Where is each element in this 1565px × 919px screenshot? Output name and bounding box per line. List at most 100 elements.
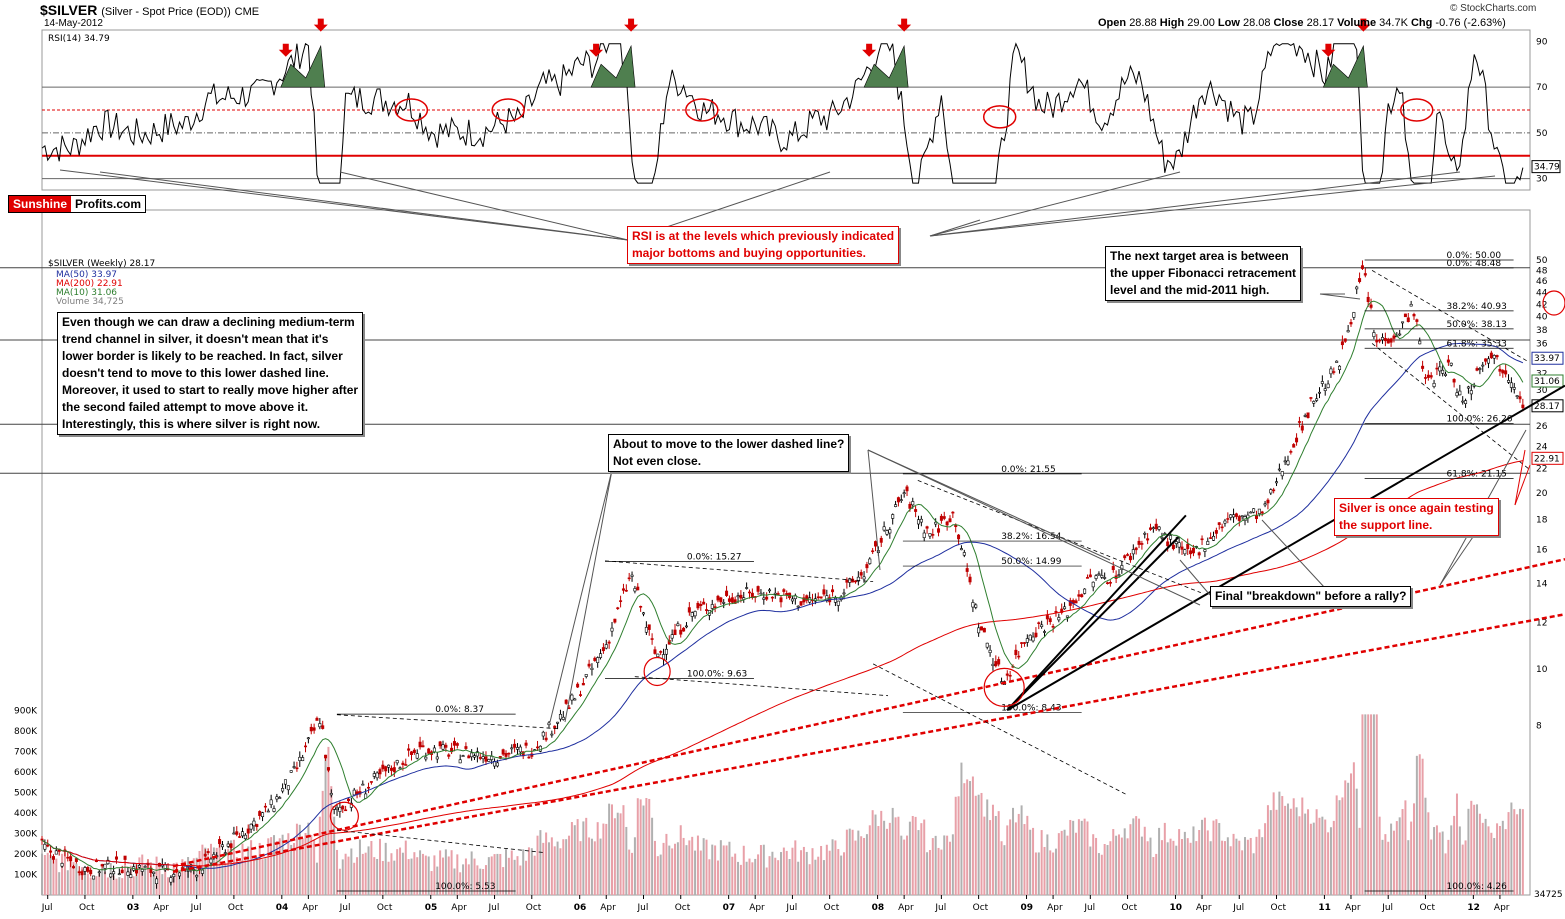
volume-bar: [295, 823, 298, 895]
red-ellipse-marker: [1542, 290, 1565, 316]
x-axis-label: Jul: [488, 903, 500, 913]
volume-bar: [204, 847, 207, 895]
x-axis-label: 09: [1021, 903, 1034, 913]
volume-tick-label: 500K: [14, 788, 38, 798]
candle-body: [564, 699, 568, 704]
volume-bar: [891, 807, 894, 895]
x-axis-label: Jul: [190, 903, 202, 913]
candle-body: [1097, 573, 1101, 576]
price-tick-label: 20: [1536, 489, 1548, 499]
candle-body: [1022, 642, 1026, 644]
price-tick-label: 24: [1536, 442, 1548, 452]
candle-body: [1295, 437, 1299, 443]
volume-bar: [1183, 831, 1186, 895]
candle-body: [727, 598, 731, 602]
volume-bar: [590, 838, 593, 895]
volume-bar: [1481, 822, 1484, 895]
volume-bar: [1120, 837, 1123, 895]
volume-bar: [1289, 808, 1292, 895]
volume-bar: [1072, 820, 1075, 895]
candle-body: [1257, 508, 1261, 514]
volume-bar: [1476, 804, 1479, 895]
x-axis-label: 12: [1467, 903, 1480, 913]
candle-body: [481, 756, 485, 760]
x-axis-label: Apr: [749, 903, 765, 913]
candle-body: [576, 683, 580, 688]
candle-body: [306, 737, 310, 740]
volume-bar: [1321, 816, 1324, 895]
volume-bar: [1501, 820, 1504, 895]
volume-bar: [387, 861, 390, 895]
candle-body: [312, 727, 316, 731]
candle-body: [1203, 549, 1207, 552]
volume-bar: [550, 837, 553, 895]
candle-body: [1045, 615, 1049, 620]
volume-bar: [46, 852, 49, 895]
candle-body: [713, 606, 717, 608]
candle-body: [905, 486, 909, 492]
fibonacci-label: 100.0%: 5.53: [435, 882, 495, 892]
candle-body: [538, 745, 542, 752]
candle-body: [424, 756, 428, 760]
volume-bar: [367, 846, 370, 895]
volume-bar: [178, 873, 181, 895]
volume-bar: [865, 834, 868, 895]
volume-bar: [1203, 817, 1206, 895]
candle-body: [1048, 618, 1052, 623]
volume-bar: [433, 855, 436, 895]
candle-body: [1286, 460, 1290, 465]
candle-body: [304, 745, 308, 748]
candle-body: [263, 805, 267, 808]
callout-line: [1514, 464, 1531, 506]
candle-body: [573, 698, 577, 701]
volume-bar: [1115, 835, 1118, 895]
volume-bar: [235, 857, 238, 895]
price-last-box: [1531, 451, 1564, 465]
candle-body: [762, 597, 766, 600]
volume-bar: [313, 839, 316, 895]
support-trendline: [1006, 384, 1565, 712]
volume-bar: [1298, 816, 1301, 895]
volume-bar: [290, 844, 293, 895]
volume-bar: [1075, 832, 1078, 895]
candle-body: [1077, 594, 1081, 597]
volume-bar: [393, 860, 396, 895]
fibonacci-label: 0.0%: 21.55: [1001, 465, 1056, 475]
callout-line: [867, 449, 881, 571]
candle-body: [536, 746, 540, 749]
volume-bar: [149, 862, 152, 895]
candle-body: [687, 607, 691, 613]
volume-bar: [1478, 813, 1481, 895]
candle-body: [1478, 368, 1482, 370]
volume-bar: [545, 832, 548, 895]
volume-bar: [983, 816, 986, 895]
candle-body: [518, 746, 522, 753]
volume-bar: [1324, 819, 1327, 895]
candle-body: [679, 629, 683, 635]
candle-body: [1366, 296, 1370, 303]
volume-bar: [1513, 809, 1516, 895]
volume-bar: [1069, 819, 1072, 895]
volume-bar: [1000, 841, 1003, 895]
volume-bar: [639, 799, 642, 895]
rsi-title: RSI(14) 34.79: [48, 34, 110, 44]
fibonacci-label: 50.0%: 14.99: [1001, 557, 1062, 567]
volume-bar: [1255, 836, 1258, 895]
volume-bar: [1312, 822, 1315, 895]
candle-body: [1148, 527, 1152, 530]
volume-bar: [1398, 817, 1401, 895]
volume-bar: [745, 861, 748, 895]
volume-bar: [1378, 816, 1381, 895]
candle-body: [1197, 552, 1201, 556]
volume-bar: [1415, 755, 1418, 895]
callout-line: [929, 171, 1181, 237]
candle-body: [89, 869, 93, 875]
candle-body: [1280, 471, 1284, 477]
fibonacci-label: 100.0%: 9.63: [687, 669, 747, 679]
candle-body: [779, 597, 783, 603]
candle-body: [1214, 530, 1218, 534]
volume-bar: [224, 862, 227, 895]
candle-body: [1232, 514, 1236, 518]
candle-body: [636, 586, 640, 591]
candle-body: [593, 657, 597, 661]
